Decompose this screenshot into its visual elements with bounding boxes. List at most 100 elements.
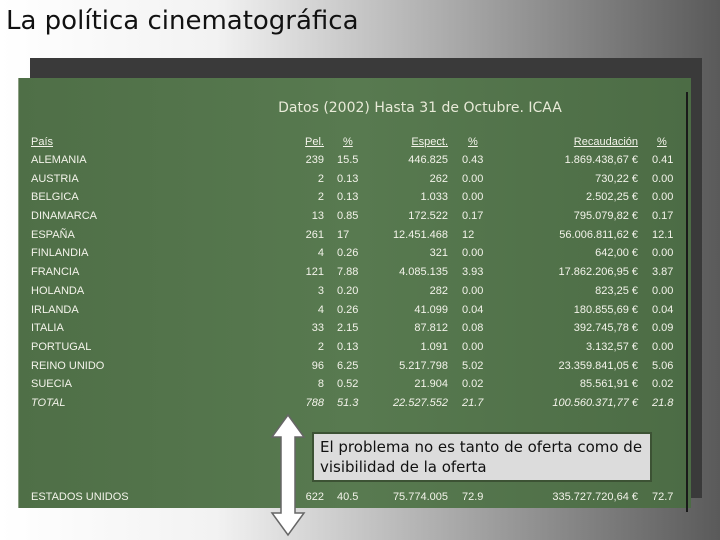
table-row-2-revenue: 2.502,25 €	[586, 191, 638, 203]
table-row-10-spectators: 1.091	[420, 341, 448, 353]
table-row-11-revenue: 23.359.841,05 €	[558, 360, 638, 372]
table-row-9-revenue-pct: 0.09	[652, 322, 674, 334]
table-row-4-spectators-pct: 12	[462, 229, 475, 241]
column-header-revenue: Recaudación	[573, 136, 638, 148]
table-row-3-spectators: 172.522	[408, 210, 448, 222]
column-header-films: Pel.	[305, 136, 324, 148]
callout-box: El problema no es tanto de oferta como d…	[312, 432, 652, 482]
table-row-0-films-pct: 15.5	[337, 154, 359, 166]
table-row-usa-films: 622	[305, 491, 324, 503]
table-row-0-spectators: 446.825	[408, 154, 448, 166]
table-row-12-spectators-pct: 0.02	[462, 378, 484, 390]
table-row-4-films: 261	[305, 229, 324, 241]
table-row-usa-revenue: 335.727.720,64 €	[552, 491, 638, 503]
table-row-total-revenue: 100.560.371,77 €	[552, 397, 638, 409]
table-row-9-country: ITALIA	[31, 322, 64, 334]
table-row-6-spectators-pct: 3.93	[462, 266, 484, 278]
table-row-8-films-pct: 0.26	[337, 304, 359, 316]
table-row-1-spectators: 262	[429, 173, 448, 185]
table-row-7-spectators: 282	[429, 285, 448, 297]
table-row-0-revenue-pct: 0.41	[652, 154, 674, 166]
panel-divider	[686, 92, 688, 512]
table-row-9-films-pct: 2.15	[337, 322, 359, 334]
table-row-12-revenue: 85.561,91 €	[579, 378, 638, 390]
table-row-11-country: REINO UNIDO	[31, 360, 105, 372]
table-row-7-films: 3	[317, 285, 324, 297]
table-row-usa-films-pct: 40.5	[337, 491, 359, 503]
table-row-total-films-pct: 51.3	[337, 397, 359, 409]
table-row-12-country: SUECIA	[31, 378, 72, 390]
table-row-5-revenue-pct: 0.00	[652, 247, 674, 259]
table-row-12-films: 8	[317, 378, 324, 390]
table-row-7-revenue: 823,25 €	[595, 285, 638, 297]
table-row-0-films: 239	[305, 154, 324, 166]
column-header-spectators: Espect.	[411, 136, 448, 148]
table-row-10-country: PORTUGAL	[31, 341, 92, 353]
table-row-4-revenue-pct: 12.1	[652, 229, 674, 241]
table-row-10-revenue: 3.132,57 €	[586, 341, 638, 353]
slide-title: La política cinematográfica	[6, 6, 359, 36]
table-row-5-revenue: 642,00 €	[595, 247, 638, 259]
column-header-spectators-pct: %	[468, 136, 478, 148]
table-row-7-spectators-pct: 0.00	[462, 285, 484, 297]
table-row-6-films-pct: 7.88	[337, 266, 359, 278]
table-row-10-films-pct: 0.13	[337, 341, 359, 353]
table-row-12-spectators: 21.904	[414, 378, 448, 390]
table-row-10-spectators-pct: 0.00	[462, 341, 484, 353]
table-row-8-revenue-pct: 0.04	[652, 304, 674, 316]
table-row-8-films: 4	[317, 304, 324, 316]
table-row-3-revenue: 795.079,82 €	[573, 210, 638, 222]
table-row-0-country: ALEMANIA	[31, 154, 87, 166]
table-row-8-revenue: 180.855,69 €	[573, 304, 638, 316]
table-row-12-films-pct: 0.52	[337, 378, 359, 390]
table-row-9-spectators-pct: 0.08	[462, 322, 484, 334]
column-header-revenue-pct: %	[657, 136, 667, 148]
table-row-total-revenue-pct: 21.8	[652, 397, 674, 409]
table-row-2-country: BELGICA	[31, 191, 79, 203]
table-row-6-spectators: 4.085.135	[399, 266, 448, 278]
table-row-10-films: 2	[317, 341, 324, 353]
table-row-7-revenue-pct: 0.00	[652, 285, 674, 297]
table-row-7-country: HOLANDA	[31, 285, 85, 297]
table-row-4-films-pct: 17	[337, 229, 350, 241]
table-row-total-spectators-pct: 21.7	[462, 397, 484, 409]
column-header-country: País	[31, 136, 54, 148]
table-row-2-films-pct: 0.13	[337, 191, 359, 203]
table-row-6-country: FRANCIA	[31, 266, 80, 278]
table-row-5-films: 4	[317, 247, 324, 259]
table-row-1-films-pct: 0.13	[337, 173, 359, 185]
table-row-usa-revenue-pct: 72.7	[652, 491, 674, 503]
table-row-3-films: 13	[311, 210, 324, 222]
table-row-4-country: ESPAÑA	[31, 229, 75, 241]
table-row-11-revenue-pct: 5.06	[652, 360, 674, 372]
table-row-10-revenue-pct: 0.00	[652, 341, 674, 353]
table-row-8-spectators-pct: 0.04	[462, 304, 484, 316]
table-row-11-films: 96	[311, 360, 324, 372]
table-row-8-spectators: 41.099	[414, 304, 448, 316]
table-row-3-revenue-pct: 0.17	[652, 210, 674, 222]
table-row-1-revenue-pct: 0.00	[652, 173, 674, 185]
table-row-7-films-pct: 0.20	[337, 285, 359, 297]
table-row-3-country: DINAMARCA	[31, 210, 98, 222]
table-row-9-films: 33	[311, 322, 324, 334]
table-row-0-revenue: 1.869.438,67 €	[564, 154, 638, 166]
table-row-6-films: 121	[305, 266, 324, 278]
table-row-2-revenue-pct: 0.00	[652, 191, 674, 203]
table-row-2-films: 2	[317, 191, 324, 203]
table-row-1-country: AUSTRIA	[31, 173, 79, 185]
table-row-3-films-pct: 0.85	[337, 210, 359, 222]
double-headed-vertical-arrow-icon	[270, 413, 306, 537]
table-row-5-country: FINLANDIA	[31, 247, 89, 259]
table-row-8-country: IRLANDA	[31, 304, 79, 316]
table-row-4-spectators: 12.451.468	[392, 229, 448, 241]
table-row-usa-spectators: 75.774.005	[392, 491, 448, 503]
table-row-9-revenue: 392.745,78 €	[573, 322, 638, 334]
table-row-total-films: 788	[305, 397, 324, 409]
table-row-2-spectators-pct: 0.00	[462, 191, 484, 203]
table-row-total-spectators: 22.527.552	[392, 397, 448, 409]
table-row-usa-spectators-pct: 72.9	[462, 491, 484, 503]
table-row-12-revenue-pct: 0.02	[652, 378, 674, 390]
table-row-2-spectators: 1.033	[420, 191, 448, 203]
table-row-11-spectators-pct: 5.02	[462, 360, 484, 372]
table-row-0-spectators-pct: 0.43	[462, 154, 484, 166]
